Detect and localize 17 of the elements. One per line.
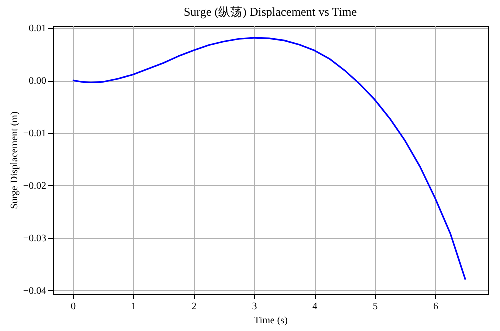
y-tick-label: 0.00: [29, 76, 46, 88]
x-tick-label: 5: [373, 302, 378, 312]
line-series: [72, 37, 466, 281]
x-axis-title: Time (s): [254, 316, 288, 326]
x-tick-label: 4: [312, 302, 318, 312]
x-tick-label: 1: [131, 302, 136, 312]
chart-title: Surge (纵荡) Displacement vs Time: [184, 5, 358, 20]
x-tick-label: 6: [433, 302, 438, 312]
x-tick-label: 0: [70, 302, 76, 312]
y-tick-label: −0.03: [23, 233, 46, 244]
y-tick-label: −0.02: [23, 180, 46, 192]
y-tick-label: −0.01: [23, 128, 46, 140]
y-tick-label: 0.01: [29, 24, 46, 35]
y-axis-title: Surge Displacement (m): [9, 112, 20, 210]
y-tick-label: −0.04: [23, 286, 46, 297]
x-tick-label: 3: [252, 302, 258, 312]
x-tick-label: 2: [192, 302, 197, 312]
